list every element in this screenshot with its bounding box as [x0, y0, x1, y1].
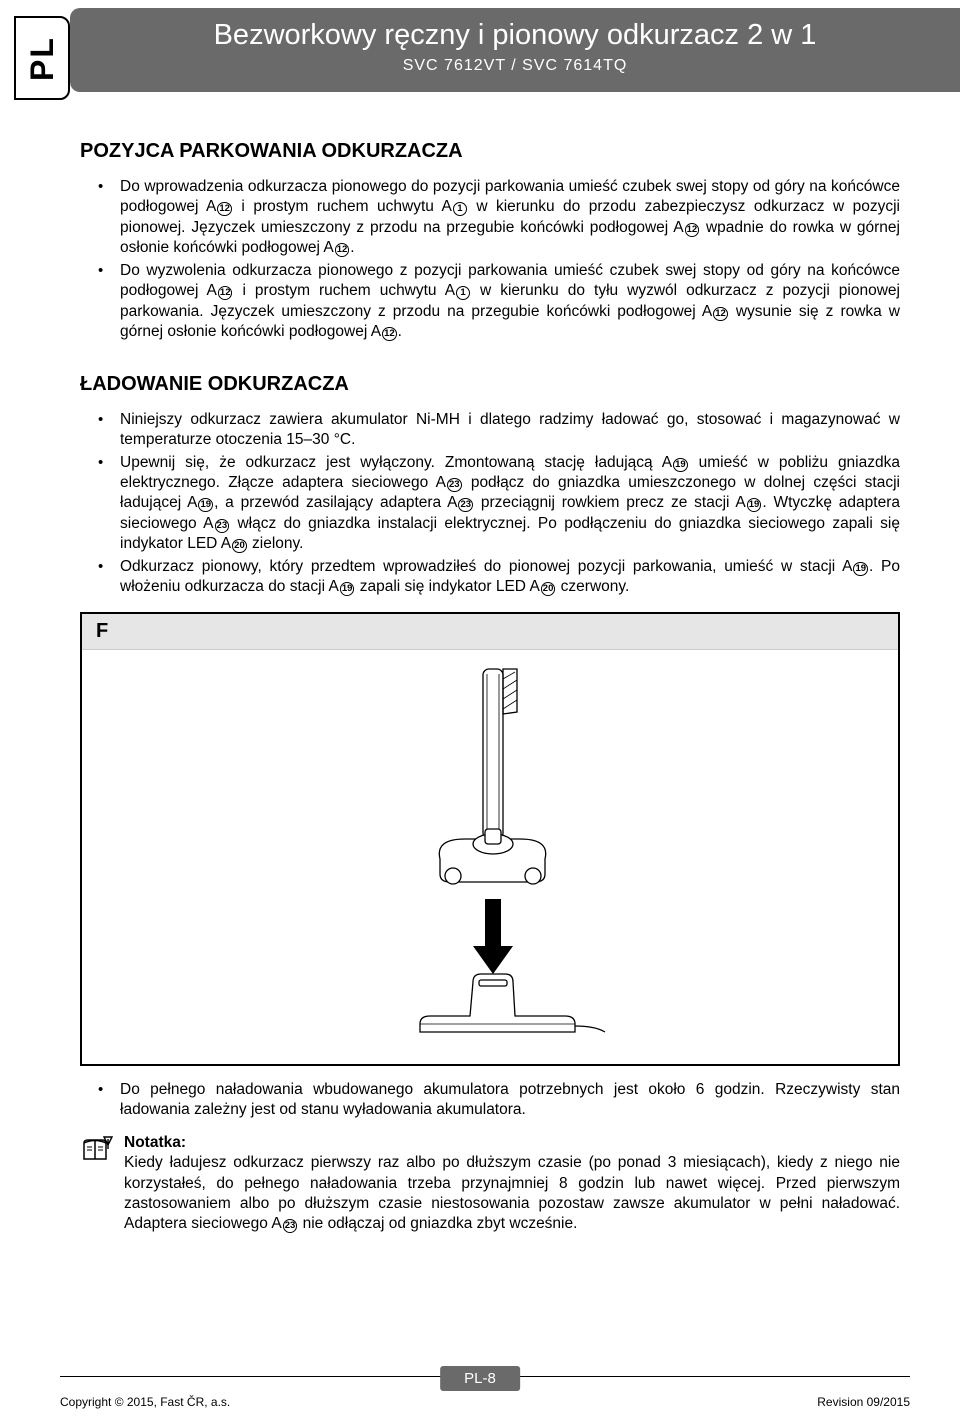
language-code: PL: [23, 36, 60, 81]
list-text: Niniejszy odkurzacz zawiera akumulator N…: [120, 411, 900, 448]
page-header: Bezworkowy ręczny i pionowy odkurzacz 2 …: [70, 8, 960, 92]
note-label: Notatka:: [124, 1134, 186, 1151]
list-text: Do wyzwolenia odkurzacza pionowego z poz…: [120, 262, 900, 340]
figure-label: F: [82, 614, 898, 650]
revision-text: Revision 09/2015: [817, 1395, 910, 1409]
list-item: Do wyzwolenia odkurzacza pionowego z poz…: [80, 261, 900, 343]
parking-list: Do wprowadzenia odkurzacza pionowego do …: [80, 177, 900, 343]
copyright-text: Copyright © 2015, Fast ČR, a.s.: [60, 1395, 230, 1409]
list-item: Odkurzacz pionowy, który przedtem wprowa…: [80, 557, 900, 598]
list-item: Do wprowadzenia odkurzacza pionowego do …: [80, 177, 900, 259]
note-block: Notatka: Kiedy ładujesz odkurzacz pierws…: [80, 1133, 900, 1235]
language-tab: PL: [14, 16, 70, 100]
section-heading-parking: POZYJCA PARKOWANIA ODKURZACZA: [80, 140, 900, 163]
figure-illustration: [82, 650, 898, 1064]
page-number: PL-8: [440, 1366, 520, 1391]
section-heading-charging: ŁADOWANIE ODKURZACZA: [80, 373, 900, 396]
vacuum-dock-illustration: [365, 664, 615, 1044]
page-content: POZYJCA PARKOWANIA ODKURZACZA Do wprowad…: [0, 92, 960, 1245]
after-figure-list: Do pełnego naładowania wbudowanego akumu…: [80, 1080, 900, 1121]
note-body: Kiedy ładujesz odkurzacz pierwszy raz al…: [124, 1154, 900, 1232]
list-text: Upewnij się, że odkurzacz jest wyłączony…: [120, 454, 900, 553]
note-text: Notatka: Kiedy ładujesz odkurzacz pierws…: [124, 1133, 900, 1235]
list-text: Odkurzacz pionowy, który przedtem wprowa…: [120, 558, 900, 595]
list-item: Do pełnego naładowania wbudowanego akumu…: [80, 1080, 900, 1121]
list-item: Niniejszy odkurzacz zawiera akumulator N…: [80, 410, 900, 451]
product-model: SVC 7612VT / SVC 7614TQ: [100, 57, 930, 75]
manual-page: PL Bezworkowy ręczny i pionowy odkurzacz…: [0, 8, 960, 1423]
product-title: Bezworkowy ręczny i pionowy odkurzacz 2 …: [100, 18, 930, 53]
list-item: Upewnij się, że odkurzacz jest wyłączony…: [80, 453, 900, 555]
note-icon: [80, 1133, 114, 1168]
list-text: Do pełnego naładowania wbudowanego akumu…: [120, 1081, 900, 1118]
charging-list: Niniejszy odkurzacz zawiera akumulator N…: [80, 410, 900, 598]
list-text: Do wprowadzenia odkurzacza pionowego do …: [120, 178, 900, 256]
figure-f-box: F: [80, 612, 900, 1066]
